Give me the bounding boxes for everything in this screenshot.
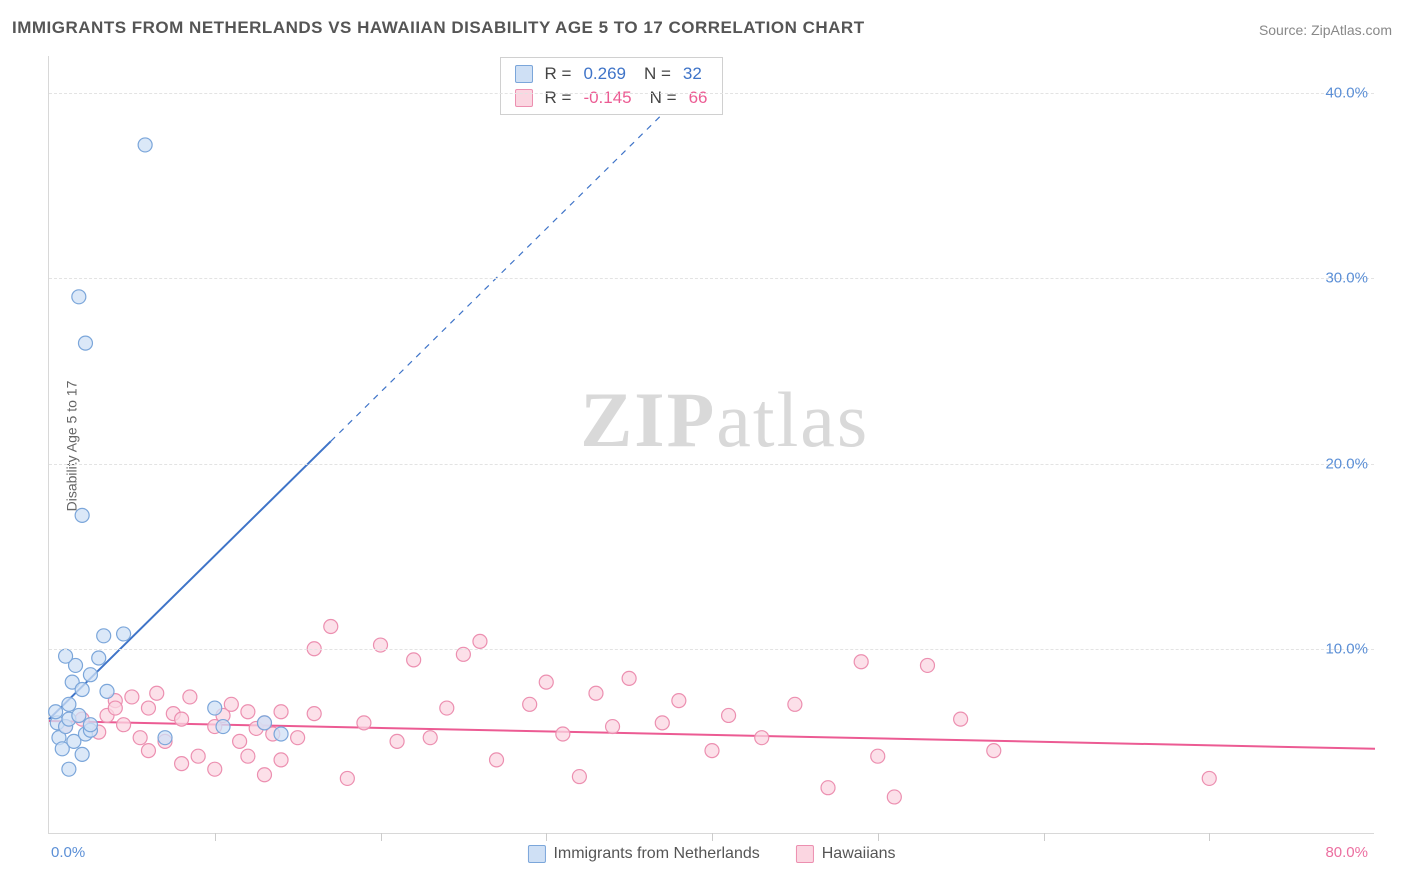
chart-title: IMMIGRANTS FROM NETHERLANDS VS HAWAIIAN …: [12, 18, 865, 38]
legend-r-value-1: -0.145: [583, 88, 631, 108]
legend-r-label-1: R =: [545, 88, 572, 108]
plot-area: ZIPatlas R = 0.269 N = 32 R = -0.145 N =…: [48, 56, 1374, 834]
legend-r-label-0: R =: [545, 64, 572, 84]
legend-bottom-swatch-0: [527, 845, 545, 863]
y-tick-label: 10.0%: [1325, 640, 1368, 657]
x-tick: [546, 833, 547, 841]
x-tick: [1209, 833, 1210, 841]
x-tick: [381, 833, 382, 841]
legend-bottom-swatch-1: [796, 845, 814, 863]
x-tick: [878, 833, 879, 841]
y-tick-label: 30.0%: [1325, 270, 1368, 287]
legend-top-row-0: R = 0.269 N = 32: [515, 62, 708, 86]
chart-source: Source: ZipAtlas.com: [1259, 22, 1392, 38]
legend-n-label-1: N =: [650, 88, 677, 108]
legend-bottom-item-1: Hawaiians: [796, 845, 896, 863]
plot-svg: [49, 56, 1374, 833]
x-axis-min-label: 0.0%: [51, 844, 85, 861]
y-tick-label: 40.0%: [1325, 85, 1368, 102]
legend-bottom-item-0: Immigrants from Netherlands: [527, 845, 759, 863]
legend-swatch-1: [515, 89, 533, 107]
legend-top: R = 0.269 N = 32 R = -0.145 N = 66: [500, 57, 723, 115]
legend-n-label-0: N =: [644, 64, 671, 84]
gridline-h: [49, 464, 1374, 465]
y-tick-label: 20.0%: [1325, 455, 1368, 472]
legend-n-value-1: 66: [689, 88, 708, 108]
legend-top-row-1: R = -0.145 N = 66: [515, 86, 708, 110]
legend-n-value-0: 32: [683, 64, 702, 84]
legend-bottom: Immigrants from Netherlands Hawaiians: [517, 845, 905, 863]
gridline-h: [49, 278, 1374, 279]
legend-swatch-0: [515, 65, 533, 83]
source-label: Source:: [1259, 22, 1311, 38]
legend-bottom-label-0: Immigrants from Netherlands: [553, 845, 759, 863]
x-tick: [1044, 833, 1045, 841]
chart-container: IMMIGRANTS FROM NETHERLANDS VS HAWAIIAN …: [0, 0, 1406, 892]
chart-header: IMMIGRANTS FROM NETHERLANDS VS HAWAIIAN …: [12, 18, 1392, 38]
x-tick: [215, 833, 216, 841]
gridline-h: [49, 649, 1374, 650]
x-tick: [712, 833, 713, 841]
x-axis-max-label: 80.0%: [1325, 844, 1368, 861]
legend-bottom-label-1: Hawaiians: [822, 845, 896, 863]
source-value: ZipAtlas.com: [1311, 22, 1392, 38]
legend-r-value-0: 0.269: [583, 64, 626, 84]
gridline-h: [49, 93, 1374, 94]
